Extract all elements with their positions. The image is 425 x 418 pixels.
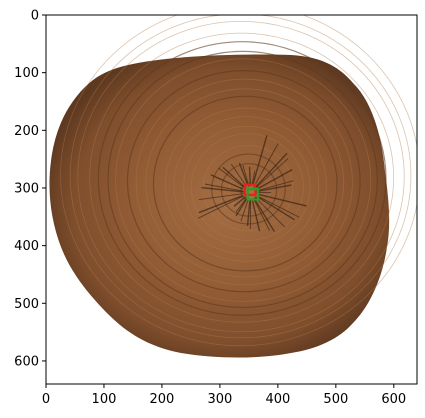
medullary-ray xyxy=(251,170,256,186)
growth-ring xyxy=(77,20,405,333)
growth-ring xyxy=(97,41,387,316)
x-tick-label: 500 xyxy=(323,392,348,407)
growth-ring xyxy=(107,50,378,309)
tree-cross-section xyxy=(49,54,390,358)
medullary-rays xyxy=(198,135,307,232)
medullary-ray xyxy=(255,180,294,192)
medullary-ray xyxy=(257,195,300,218)
y-tick-label: 300 xyxy=(14,181,39,196)
x-tick-label: 0 xyxy=(42,392,50,407)
y-tick-label: 600 xyxy=(14,354,39,369)
medullary-ray xyxy=(231,164,247,187)
x-tick-label: 100 xyxy=(92,392,117,407)
y-tick-label: 200 xyxy=(14,124,39,139)
y-tick-label: 0 xyxy=(31,9,39,24)
y-axis: 0 100 200 300 400 500 600 xyxy=(14,9,46,369)
medullary-ray xyxy=(254,152,288,189)
medullary-ray xyxy=(253,199,270,231)
medullary-ray xyxy=(240,199,249,222)
x-tick-label: 600 xyxy=(381,392,406,407)
y-tick-label: 500 xyxy=(14,297,39,312)
medullary-ray xyxy=(242,165,250,188)
medullary-ray xyxy=(198,192,246,201)
growth-ring xyxy=(164,107,327,262)
medullary-ray xyxy=(248,166,252,187)
annotations xyxy=(243,183,260,201)
green-box-annotation xyxy=(246,188,260,201)
medullary-ray xyxy=(257,196,295,221)
x-tick-label: 300 xyxy=(207,392,232,407)
growth-ring xyxy=(183,125,311,247)
axes-frame xyxy=(45,14,418,385)
x-axis: 0 100 200 300 400 500 600 xyxy=(42,384,406,407)
growth-ring xyxy=(190,133,304,241)
x-tick-label: 200 xyxy=(150,392,175,407)
growth-ring xyxy=(135,78,353,286)
y-tick-label: 400 xyxy=(14,239,39,254)
x-tick-label: 400 xyxy=(265,392,290,407)
growth-ring xyxy=(69,15,412,339)
growth-ring xyxy=(126,70,361,293)
y-tick-label: 100 xyxy=(14,66,39,81)
growth-ring xyxy=(173,116,320,255)
medullary-ray xyxy=(238,162,249,185)
medullary-ray xyxy=(251,200,261,232)
growth-ring xyxy=(89,32,395,323)
medullary-ray xyxy=(222,166,247,189)
growth-ring xyxy=(60,15,417,347)
medullary-ray xyxy=(253,143,279,188)
medullary-ray xyxy=(218,167,247,190)
medullary-ray xyxy=(257,169,293,189)
medullary-ray xyxy=(235,199,247,217)
growth-ring xyxy=(145,88,345,278)
medullary-ray xyxy=(235,196,248,213)
medullary-ray xyxy=(210,174,244,190)
medullary-ray xyxy=(201,186,245,193)
plot-image xyxy=(49,15,417,358)
medullary-ray xyxy=(252,135,268,185)
medullary-ray xyxy=(256,184,292,192)
medullary-ray xyxy=(256,158,289,188)
medullary-ray xyxy=(246,198,251,227)
growth-ring xyxy=(152,95,338,272)
growth-rings xyxy=(60,15,417,347)
medullary-ray xyxy=(198,195,244,219)
medullary-ray xyxy=(204,183,244,192)
medullary-ray xyxy=(254,196,285,228)
medullary-ray xyxy=(256,193,307,207)
medullary-ray xyxy=(253,197,275,232)
medullary-ray xyxy=(198,195,243,214)
medullary-ray xyxy=(233,196,246,207)
growth-ring xyxy=(115,58,372,302)
